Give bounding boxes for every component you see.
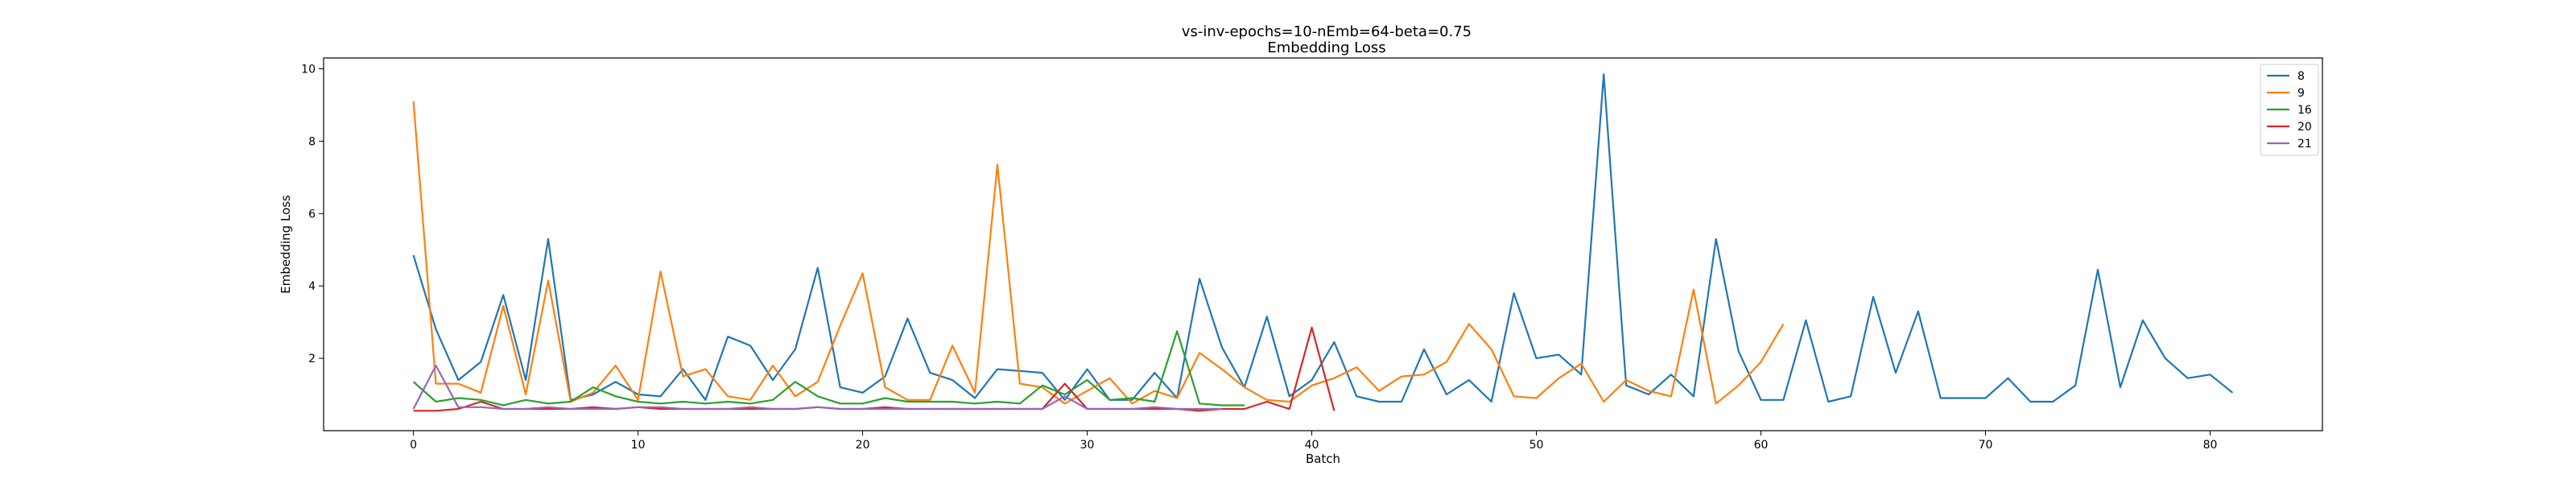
y-tick-label: 6 bbox=[308, 208, 316, 221]
y-tick-label: 4 bbox=[308, 280, 316, 293]
x-tick-label: 60 bbox=[1754, 439, 1769, 452]
plot-frame bbox=[323, 57, 2323, 431]
series-line-21 bbox=[412, 365, 1222, 411]
chart-subtitle: Embedding Loss bbox=[1267, 39, 1385, 56]
y-tick-label: 8 bbox=[308, 135, 316, 148]
legend-entry-21: 21 bbox=[2297, 138, 2312, 151]
series-line-8 bbox=[412, 73, 2234, 403]
x-tick-label: 80 bbox=[2203, 439, 2218, 452]
legend-entry-20: 20 bbox=[2297, 121, 2312, 134]
chart-title: vs-inv-epochs=10-nEmb=64-beta=0.75 bbox=[1182, 23, 1472, 40]
y-tick-label: 10 bbox=[301, 63, 316, 76]
x-tick-label: 20 bbox=[856, 439, 870, 452]
series-lines bbox=[412, 73, 2234, 412]
x-tick-label: 50 bbox=[1530, 439, 1544, 452]
series-line-20 bbox=[413, 326, 1335, 412]
legend-entry-16: 16 bbox=[2297, 104, 2312, 117]
series-line-9 bbox=[412, 101, 1785, 405]
legend-entry-9: 9 bbox=[2297, 87, 2305, 100]
x-tick-label: 30 bbox=[1080, 439, 1095, 452]
axis-ticks: 0 10 20 30 40 50 60 70 80 2 4 6 8 10 bbox=[301, 63, 2217, 452]
legend-entry-8: 8 bbox=[2297, 70, 2305, 83]
y-tick-label: 2 bbox=[308, 353, 316, 365]
x-tick-label: 70 bbox=[1979, 439, 1993, 452]
x-axis-label: Batch bbox=[1306, 452, 1340, 466]
series-line-16 bbox=[412, 330, 1245, 407]
x-tick-label: 0 bbox=[410, 439, 417, 452]
x-tick-label: 40 bbox=[1305, 439, 1319, 452]
legend: 8 9 16 20 21 bbox=[2260, 64, 2319, 156]
y-axis-label: Embedding Loss bbox=[279, 195, 293, 294]
x-tick-label: 10 bbox=[631, 439, 646, 452]
